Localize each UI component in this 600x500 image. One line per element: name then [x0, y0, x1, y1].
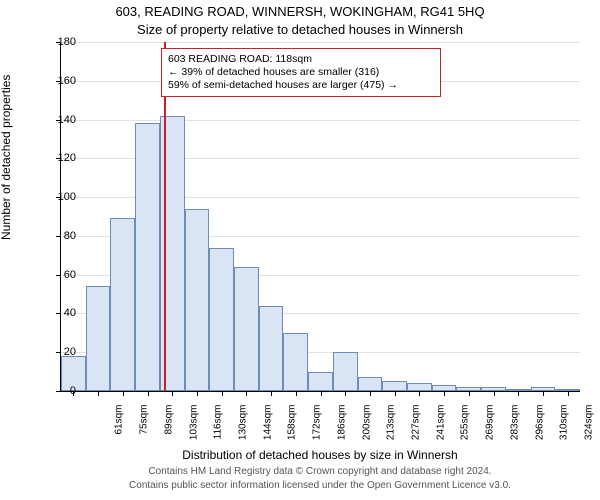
x-tick-mark — [419, 391, 420, 396]
y-tick-label: 180 — [36, 36, 76, 48]
histogram-bar — [407, 383, 432, 391]
x-tick-label: 89sqm — [163, 405, 174, 455]
x-tick-mark — [370, 391, 371, 396]
histogram-bar — [234, 267, 259, 391]
y-tick-label: 60 — [36, 269, 76, 281]
x-tick-mark — [123, 391, 124, 396]
x-tick-label: 269sqm — [485, 405, 496, 455]
x-tick-label: 103sqm — [188, 405, 199, 455]
y-tick-label: 160 — [36, 75, 76, 87]
y-tick-label: 140 — [36, 114, 76, 126]
histogram-bar — [358, 377, 383, 391]
x-tick-mark — [518, 391, 519, 396]
y-tick-label: 20 — [36, 346, 76, 358]
histogram-bar — [135, 123, 160, 391]
x-tick-label: 116sqm — [213, 405, 224, 455]
annotation-line: 603 READING ROAD: 118sqm — [168, 53, 434, 66]
x-tick-label: 75sqm — [139, 405, 150, 455]
x-tick-mark — [172, 391, 173, 396]
y-axis-label: Number of detached properties — [0, 75, 13, 240]
x-tick-mark — [246, 391, 247, 396]
x-tick-label: 172sqm — [312, 405, 323, 455]
x-tick-label: 158sqm — [287, 405, 298, 455]
histogram-bar — [308, 372, 333, 391]
x-tick-label: 241sqm — [435, 405, 446, 455]
annotation-line: 59% of semi-detached houses are larger (… — [168, 79, 434, 92]
x-tick-label: 255sqm — [460, 405, 471, 455]
x-tick-label: 213sqm — [386, 405, 397, 455]
footer-line2: Contains public sector information licen… — [60, 480, 580, 491]
x-tick-label: 144sqm — [262, 405, 273, 455]
y-tick-label: 120 — [36, 152, 76, 164]
x-tick-mark — [345, 391, 346, 396]
x-tick-mark — [395, 391, 396, 396]
x-tick-mark — [543, 391, 544, 396]
gridline-h — [61, 42, 580, 43]
x-tick-mark — [469, 391, 470, 396]
plot-area: 603 READING ROAD: 118sqm← 39% of detache… — [60, 42, 580, 392]
y-tick-label: 80 — [36, 230, 76, 242]
annotation-box: 603 READING ROAD: 118sqm← 39% of detache… — [161, 48, 441, 97]
y-tick-label: 0 — [36, 385, 76, 397]
footer-line1: Contains HM Land Registry data © Crown c… — [60, 466, 580, 477]
histogram-bar — [110, 218, 135, 391]
x-tick-mark — [271, 391, 272, 396]
y-tick-label: 100 — [36, 191, 76, 203]
x-tick-mark — [568, 391, 569, 396]
histogram-bar — [259, 306, 284, 391]
x-tick-mark — [444, 391, 445, 396]
x-tick-label: 296sqm — [534, 405, 545, 455]
gridline-h — [61, 120, 580, 121]
histogram-bar — [333, 352, 358, 391]
x-tick-label: 310sqm — [559, 405, 570, 455]
x-tick-label: 283sqm — [509, 405, 520, 455]
x-tick-label: 324sqm — [583, 405, 594, 455]
x-tick-mark — [321, 391, 322, 396]
x-tick-mark — [222, 391, 223, 396]
y-tick-label: 40 — [36, 307, 76, 319]
x-tick-label: 200sqm — [361, 405, 372, 455]
x-tick-mark — [98, 391, 99, 396]
chart-container: 603, READING ROAD, WINNERSH, WOKINGHAM, … — [0, 0, 600, 500]
x-tick-mark — [148, 391, 149, 396]
x-tick-label: 186sqm — [336, 405, 347, 455]
chart-title-line2: Size of property relative to detached ho… — [0, 22, 600, 37]
x-tick-label: 227sqm — [410, 405, 421, 455]
x-tick-label: 61sqm — [114, 405, 125, 455]
x-tick-mark — [494, 391, 495, 396]
histogram-bar — [283, 333, 308, 391]
x-tick-mark — [296, 391, 297, 396]
histogram-bar — [185, 209, 210, 391]
x-tick-label: 130sqm — [237, 405, 248, 455]
annotation-line: ← 39% of detached houses are smaller (31… — [168, 66, 434, 79]
x-tick-mark — [197, 391, 198, 396]
histogram-bar — [209, 248, 234, 391]
histogram-bar — [382, 381, 407, 391]
histogram-bar — [86, 286, 111, 391]
chart-title-line1: 603, READING ROAD, WINNERSH, WOKINGHAM, … — [0, 4, 600, 19]
